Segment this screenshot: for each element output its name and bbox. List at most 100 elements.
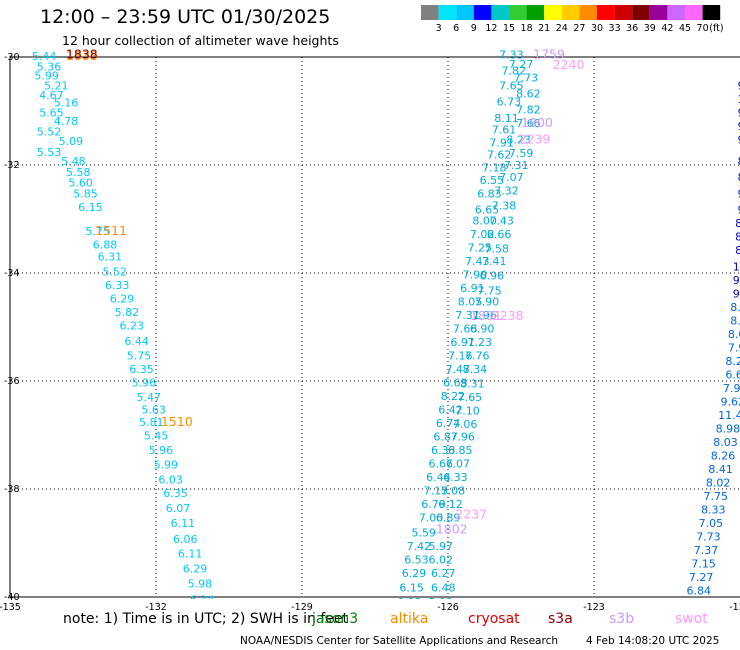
colorbar-label: (ft) [709,23,723,34]
y-tick-label: -30 [4,52,20,63]
colorbar-swatch [509,5,527,20]
wave-height-point: 5.82 [115,306,140,319]
color-scale-legend: 3 6 9 12 15 18 21 24 27 30 33 36 39 42 45 70 (ft) [421,5,724,34]
wave-height-point: 7.32 [494,185,519,198]
wave-height-point: 6.79 [421,498,446,511]
note-text: note: 1) Time is in UTC; 2) SWH is in fe… [63,611,349,627]
wave-height-point: 6.90 [470,322,495,335]
wave-height-point: 8.22 [441,390,466,403]
wave-height-point: 5.59 [412,527,437,540]
colorbar-label: 70 [697,23,709,34]
wave-height-point: 8.00 [472,214,497,227]
wave-height-point: 6.44 [426,471,451,484]
colorbar-swatch [438,5,457,20]
wave-height-point: 6.27 [431,567,456,580]
wave-height-point: 7.65 [458,391,483,404]
wave-height-point: 7.47 [446,363,471,376]
wave-height-point: 6.14 [190,593,215,606]
wave-height-point: 5.47 [137,391,162,404]
wave-height-point: 8.96 [738,155,740,168]
x-tick-label: -126 [437,602,459,613]
wave-height-point: 6.07 [166,502,191,515]
pass-time-label: 1838 [66,48,98,63]
wave-height-point: 6.44 [124,335,149,348]
wave-height-point: 5.09 [59,135,84,148]
colorbar-swatch [649,5,668,20]
wave-height-point: 6.91 [460,282,485,295]
colorbar-label: 24 [556,23,568,34]
wave-height-point: 7.31 [455,309,480,322]
wave-height-point: 6.15 [399,582,424,595]
wave-height-point: 7.07 [499,171,523,184]
colorbar-swatch [632,5,650,20]
wave-height-point: 7.23 [467,336,492,349]
wave-height-point: 5.45 [144,429,169,442]
y-tick-label: -40 [4,592,20,603]
colorbar-label: 18 [521,23,533,34]
wave-height-point: 6.35 [163,487,188,500]
wave-height-point: 7.90 [463,268,488,281]
wave-height-point: 8.05 [458,295,483,308]
wave-height-point: 8.23 [506,133,531,146]
wave-height-point: 5.44 [32,50,57,63]
wave-height-point: 7.15 [424,484,449,497]
wave-height-point: 10.09 [738,93,740,106]
wave-height-point: 5.52 [102,266,127,279]
colorbar-swatch [685,5,703,20]
wave-height-point: 5.98 [188,577,213,590]
wave-height-point: 7.66 [516,117,541,130]
wave-height-point: 6.96 [480,269,505,282]
wave-height-point: 8.83 [730,301,740,314]
wave-height-point: 7.61 [492,124,517,137]
wave-height-point: 7.38 [492,199,517,212]
wave-height-point: 7.43 [489,214,514,227]
wave-height-point: 8.33 [701,503,726,516]
pass-time-label: 1759 [533,47,565,62]
wave-height-point: 7.25 [467,241,492,254]
wave-height-point: 4.67 [39,89,64,102]
wave-height-point: 6.91 [450,336,475,349]
wave-height-point: 7.73 [696,530,721,543]
y-tick-label: -36 [4,376,20,387]
wave-height-point: 8.62 [516,88,541,101]
pass-time-label: 2240 [553,57,585,72]
legend-cryosat: cryosat [468,611,520,627]
wave-height-point: 7.16 [448,349,473,362]
wave-height-point: 8.15 [730,314,740,327]
wave-height-point: 7.76 [465,349,490,362]
wave-height-point: 9.62 [738,106,740,119]
wave-height-point: 9.57 [738,133,740,146]
wave-height-point: 8.11 [494,112,519,125]
wave-height-point: 8.41 [708,463,733,476]
wave-height-point: 5.52 [37,125,62,138]
wave-height-point: 7.59 [509,147,534,160]
wave-height-point: 8.07 [735,217,740,230]
wave-height-point: 5.92 [429,596,454,609]
wave-height-point: 9.86 [738,79,740,92]
wave-height-point: 7.94 [728,341,740,354]
wave-height-point: 7.62 [487,149,512,162]
wave-height-point: 5.96 [132,376,157,389]
wave-height-point: 6.83 [477,187,502,200]
wave-height-point: 8.30 [735,231,740,244]
pass-time-label: 1800 [521,115,553,130]
wave-height-point: 8.03 [713,436,738,449]
x-tick-label: -129 [291,602,313,613]
wave-height-point: 7.75 [477,285,502,298]
plot-area: 5.445.365.995.214.675.165.654.785.525.09… [32,47,740,609]
wave-height-point: 8.31 [460,377,485,390]
y-tick-label: -34 [4,268,20,279]
wave-height-point: 8.26 [711,449,736,462]
wave-height-point: 8.02 [706,476,731,489]
wave-height-point: 7.73 [514,71,539,84]
wave-height-point: 7.37 [694,544,719,557]
legend-s3b: s3b [609,611,635,627]
pass-time-label: 1801 [470,308,502,323]
wave-height-point: 7.27 [509,58,534,71]
wave-height-point: 9.13 [738,120,740,133]
wave-height-point: 6.11 [171,517,196,530]
wave-height-point: 8.58 [735,244,740,257]
wave-height-point: 8.69 [738,171,740,184]
wave-height-point: 11.47 [718,409,740,422]
pass-time-label: 1511 [95,223,127,238]
